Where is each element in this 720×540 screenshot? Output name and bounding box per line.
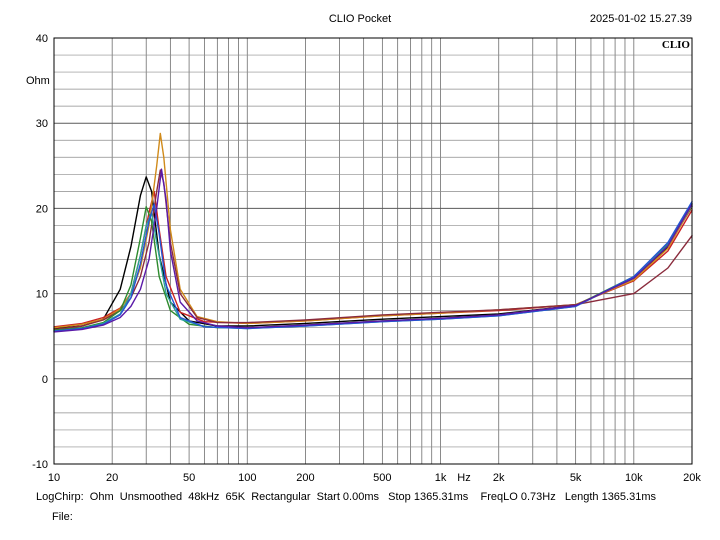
x-tick-label: 50 <box>183 472 195 484</box>
y-tick-label: 30 <box>36 118 48 130</box>
y-tick-label: 40 <box>36 33 48 45</box>
x-tick-label: 10k <box>625 472 643 484</box>
x-tick-label: 20k <box>683 472 701 484</box>
x-tick-label: 10 <box>48 472 60 484</box>
measurement-info: LogChirp: Ohm Unsmoothed 48kHz 65K Recta… <box>36 491 656 503</box>
x-tick-labels: 10 20 50 100 200 500 1k 2k 5k 10k 20k <box>48 472 701 484</box>
x-tick-label: 500 <box>373 472 391 484</box>
x-axis-label: Hz <box>457 472 470 484</box>
series-line-violet <box>53 168 693 333</box>
chart-title: CLIO Pocket <box>329 13 391 25</box>
chart-series-group <box>53 132 693 333</box>
series-line-maroon <box>53 169 693 331</box>
plot-frame <box>53 37 693 465</box>
y-tick-label: 10 <box>36 289 48 301</box>
clio-logo: CLIO <box>662 39 691 51</box>
y-tick-label: -10 <box>32 459 48 471</box>
x-tick-label: 2k <box>493 472 505 484</box>
x-tick-label: 200 <box>296 472 314 484</box>
y-axis-label: Ohm <box>26 75 50 87</box>
series-line-orange <box>53 132 693 329</box>
y-tick-label: 0 <box>42 374 48 386</box>
x-tick-label: 100 <box>238 472 256 484</box>
timestamp: 2025-01-02 15.27.39 <box>590 13 692 25</box>
file-label: File: <box>52 511 73 523</box>
y-tick-labels: 40 30 20 10 0 -10 <box>32 33 48 471</box>
series-line-blue <box>53 200 693 332</box>
x-tick-label: 1k <box>435 472 447 484</box>
y-tick-label: 20 <box>36 203 48 215</box>
x-tick-label: 5k <box>570 472 582 484</box>
x-tick-label: 20 <box>106 472 118 484</box>
chart-grid <box>53 37 693 465</box>
